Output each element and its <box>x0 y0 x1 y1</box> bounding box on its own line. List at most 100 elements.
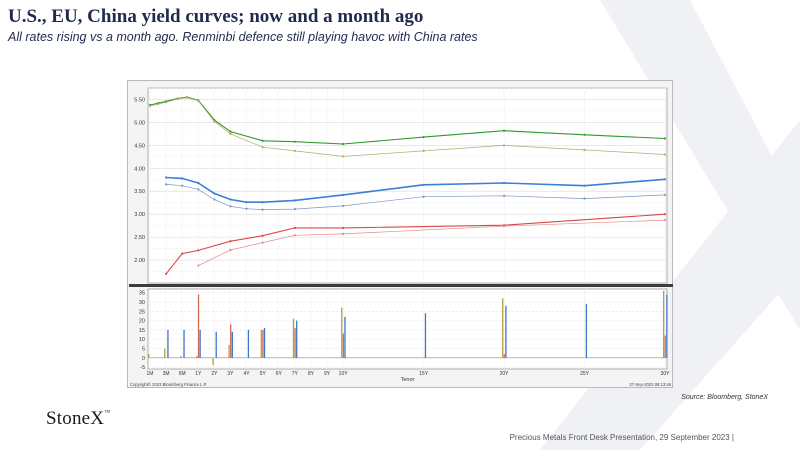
upper-y-tick-label: 5.00 <box>134 120 145 126</box>
point-eu-ago <box>502 225 506 228</box>
point-china-ago <box>156 102 160 106</box>
point-us-ago <box>583 197 586 200</box>
lower-y-tick-label: 20 <box>139 319 145 325</box>
point-china-ago <box>502 144 506 147</box>
footer-text: Precious Metals Front Desk Presentation,… <box>509 433 734 442</box>
x-tick-label: 5Y <box>260 371 267 377</box>
point-us-ago <box>181 184 184 187</box>
upper-y-tick-label: 3.00 <box>134 212 145 218</box>
bar-eu <box>664 335 666 358</box>
bar-china <box>260 329 262 358</box>
point-eu-ago <box>293 234 296 237</box>
point-eu-ago <box>342 232 345 236</box>
bar-china <box>164 348 166 358</box>
bar-us <box>247 329 250 358</box>
x-tick-label: 2Y <box>211 371 218 377</box>
bar-us <box>167 329 169 358</box>
x-axis-label: Tenor <box>401 377 415 383</box>
point-eu-now <box>293 226 296 230</box>
point-eu-now <box>164 272 168 275</box>
chart-timestamp: 27-Sep-2023 08:13:46 <box>629 382 671 387</box>
source-note: Source: Bloomberg, StoneX <box>681 394 768 401</box>
upper-y-tick-label: 5.50 <box>134 97 145 103</box>
point-china-ago <box>197 99 200 102</box>
point-us-ago <box>502 194 506 197</box>
x-tick-label: 7Y <box>292 371 299 377</box>
bar-us <box>263 328 266 358</box>
bar-us <box>666 294 668 358</box>
lower-y-tick-label: 30 <box>139 300 145 306</box>
point-china-ago <box>213 120 216 123</box>
point-china-ago <box>185 96 189 99</box>
point-china-now <box>342 142 345 146</box>
x-tick-label: 3M <box>163 371 170 377</box>
point-us-ago <box>245 207 248 210</box>
point-china-ago <box>229 132 232 135</box>
bar-eu <box>503 354 505 358</box>
x-tick-label: 6Y <box>276 371 283 377</box>
x-tick-label: 1M <box>147 371 154 377</box>
point-us-ago <box>261 208 264 211</box>
logo-trademark: ™ <box>104 410 111 416</box>
bar-eu <box>262 329 264 358</box>
point-china-now <box>422 135 425 139</box>
bar-china <box>341 307 343 358</box>
point-china-ago <box>663 153 667 156</box>
bar-china <box>502 298 504 358</box>
x-tick-label: 6M <box>179 371 186 377</box>
upper-y-tick-label: 2.00 <box>134 258 145 264</box>
bar-eu <box>342 333 345 358</box>
point-us-now <box>502 181 506 185</box>
bar-eu <box>197 294 200 358</box>
point-us-ago <box>663 193 667 197</box>
x-tick-label: 1Y <box>195 371 202 377</box>
bar-china <box>180 355 182 358</box>
bar-us <box>215 331 217 358</box>
page-subtitle: All rates rising vs a month ago. Renminb… <box>8 30 478 44</box>
point-china-ago <box>293 149 296 152</box>
point-china-now <box>663 137 667 140</box>
point-us-ago <box>213 198 216 201</box>
bar-eu <box>294 328 296 358</box>
bar-eu <box>230 324 232 358</box>
x-tick-label: 8Y <box>308 371 315 377</box>
x-tick-label: 30Y <box>661 371 671 377</box>
x-tick-label: 25Y <box>580 371 590 377</box>
point-china-ago <box>342 155 345 158</box>
point-us-now <box>293 199 296 202</box>
point-us-now <box>583 184 586 187</box>
point-eu-ago <box>261 241 264 244</box>
point-us-now <box>164 176 168 179</box>
lower-y-tick-label: 5 <box>142 347 145 353</box>
point-us-ago <box>197 188 200 191</box>
point-eu-now <box>261 234 264 237</box>
point-us-now <box>197 181 200 185</box>
point-us-now <box>261 201 264 204</box>
logo-text: StoneX <box>46 408 105 429</box>
bar-us <box>585 303 588 358</box>
point-us-ago <box>293 208 296 211</box>
point-eu-ago <box>197 264 200 267</box>
bar-us <box>231 331 233 358</box>
stonex-logo: StoneX™ <box>46 408 110 430</box>
point-us-now <box>229 198 232 201</box>
point-us-now <box>422 183 425 186</box>
x-tick-label: 3Y <box>227 371 234 377</box>
yield-curve-chart: 5.50 5.00 4.50 4.00 3.50 3.00 2.50 2.00 35 30 25 20… <box>127 80 673 388</box>
point-china-ago <box>422 149 425 152</box>
bar-us <box>424 313 427 358</box>
x-tick-label: 4Y <box>244 371 251 377</box>
upper-y-tick-label: 4.50 <box>134 143 145 149</box>
point-us-ago <box>422 195 425 198</box>
point-china-now <box>502 129 506 132</box>
point-china-ago <box>164 101 168 104</box>
point-china-ago <box>583 148 586 152</box>
point-us-now <box>213 192 216 195</box>
point-china-now <box>583 133 586 136</box>
chart-copyright: Copyright© 2023 Bloomberg Finance L.P. <box>130 382 207 387</box>
lower-y-tick-label: -5 <box>140 365 145 371</box>
panel-separator <box>129 284 673 287</box>
lower-y-tick-label: 0 <box>142 356 145 362</box>
bar-us <box>199 329 201 358</box>
point-eu-now <box>663 213 667 216</box>
